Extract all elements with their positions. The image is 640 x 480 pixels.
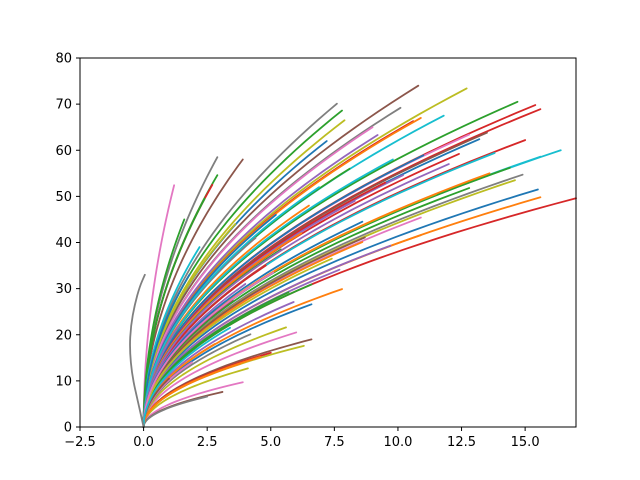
y-tick-label: 10	[55, 374, 72, 389]
series-line-54	[142, 362, 242, 428]
y-tick-label: 50	[55, 190, 72, 205]
series-line-91	[142, 326, 231, 428]
y-tick-label: 20	[55, 328, 72, 343]
series-line-90	[142, 271, 275, 428]
x-tick-label: −2.5	[64, 435, 96, 450]
x-tick-label: 10.0	[383, 435, 412, 450]
curve-group	[129, 84, 577, 428]
x-tick-label: 7.5	[324, 435, 345, 450]
y-tick-label: 80	[55, 52, 72, 67]
y-tick-label: 30	[55, 282, 72, 297]
series-line-53	[142, 395, 209, 428]
series-line-89	[142, 257, 333, 428]
x-tick-label: 0.0	[133, 435, 154, 450]
y-axis: 0 10 20 30 40 50 60 70 80	[55, 52, 80, 436]
x-tick-label: 2.5	[197, 435, 218, 450]
series-line-79	[142, 218, 186, 428]
x-tick-label: 15.0	[511, 435, 540, 450]
series-line-85	[142, 186, 320, 428]
y-tick-label: 40	[55, 236, 72, 251]
x-axis: −2.5 0.0 2.5 5.0 7.5 10.0 12.5 15.0	[64, 427, 540, 450]
series-line-86	[142, 163, 450, 428]
y-tick-label: 0	[64, 421, 72, 436]
y-tick-label: 70	[55, 98, 72, 113]
x-tick-label: 5.0	[260, 435, 281, 450]
x-tick-label: 12.5	[447, 435, 476, 450]
y-tick-label: 60	[55, 144, 72, 159]
special-series-line-1	[129, 273, 146, 428]
